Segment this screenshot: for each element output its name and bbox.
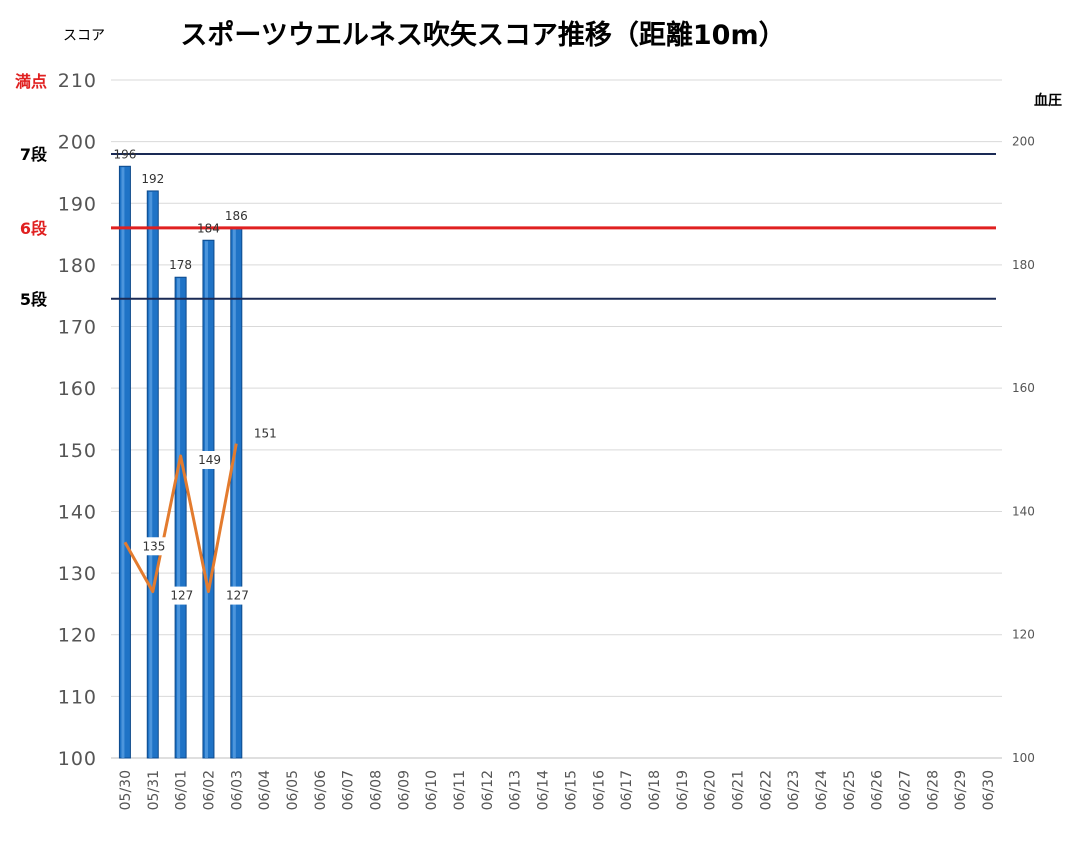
y-tick-label: 150	[58, 440, 97, 462]
x-tick-label: 06/07	[341, 770, 357, 810]
bar-highlight	[177, 278, 181, 758]
x-tick-label: 06/27	[898, 770, 914, 810]
reference-label: 5段	[20, 290, 48, 309]
data-labels: 196 192 178 184 186 満点 7段 6段 5段 135 127 149 127 151	[15, 72, 283, 605]
y2-tick-label: 140	[1012, 504, 1035, 518]
x-tick-label: 06/20	[703, 770, 719, 810]
x-tick-label: 06/03	[229, 770, 245, 810]
bar	[202, 239, 215, 759]
bar-data-label: 196	[113, 147, 136, 161]
bar-data-label: 184	[197, 221, 220, 235]
y-tick-label: 190	[58, 193, 97, 215]
line-label-bg	[248, 424, 283, 443]
y-tick-label: 170	[58, 317, 97, 339]
x-tick-label: 06/18	[647, 770, 663, 810]
bar-data-label: 192	[141, 172, 164, 186]
line-series-path	[123, 443, 238, 594]
y2-tick-label: 180	[1012, 258, 1035, 272]
x-tick-label: 06/02	[201, 770, 217, 810]
y2-tick-label: 160	[1012, 381, 1035, 395]
bar-highlight	[149, 191, 153, 759]
x-tick-label: 06/14	[536, 770, 552, 810]
y-tick-label: 100	[58, 748, 97, 770]
x-tick-label: 06/11	[452, 770, 468, 810]
y2-tick-label: 120	[1012, 628, 1035, 642]
grid-lines	[111, 79, 1002, 759]
x-tick-label: 06/15	[563, 770, 579, 810]
x-tick-label: 05/30	[118, 770, 134, 810]
bar-series	[118, 165, 243, 759]
y-tick-label: 210	[58, 70, 97, 92]
x-tick-label: 06/05	[285, 770, 301, 810]
x-tick-label: 06/01	[174, 770, 190, 810]
chart-title: スポーツウエルネス吹矢スコア推移（距離10m）	[180, 19, 785, 51]
bar-highlight	[121, 167, 125, 759]
x-tick-label: 06/26	[870, 770, 886, 810]
x-tick-label: 06/24	[814, 770, 830, 810]
line-label-bg	[164, 586, 199, 605]
x-tick-label: 06/30	[981, 770, 997, 810]
x-tick-label: 06/08	[369, 770, 385, 810]
y2-tick-label: 100	[1012, 751, 1035, 765]
y-tick-label: 110	[58, 686, 97, 708]
line-data-label: 151	[254, 427, 277, 441]
x-tick-label: 06/29	[953, 770, 969, 810]
reference-label: 6段	[20, 219, 48, 238]
bar	[146, 190, 159, 759]
bar-highlight	[204, 241, 208, 759]
y-tick-label: 130	[58, 563, 97, 585]
y-tick-label: 140	[58, 501, 97, 523]
bar-highlight	[232, 228, 236, 759]
bar-data-label: 178	[169, 258, 192, 272]
bar	[174, 276, 187, 759]
line-data-label: 135	[142, 539, 165, 553]
bar-data-label: 186	[225, 209, 248, 223]
line-data-label: 149	[198, 453, 221, 467]
x-tick-label: 06/12	[480, 770, 496, 810]
y-tick-label: 160	[58, 378, 97, 400]
x-tick-label: 06/04	[257, 770, 273, 810]
x-tick-label: 06/10	[424, 770, 440, 810]
line-label-bg	[192, 450, 227, 469]
line-data-label: 127	[226, 589, 249, 603]
x-tick-label: 06/21	[730, 770, 746, 810]
x-tick-label: 05/31	[146, 770, 162, 810]
x-tick-label: 06/23	[786, 770, 802, 810]
line-label-bg	[220, 586, 255, 605]
x-tick-label: 06/16	[591, 770, 607, 810]
y-tick-label: 200	[58, 132, 97, 154]
x-tick-label: 06/19	[675, 770, 691, 810]
x-tick-label: 06/09	[396, 770, 412, 810]
x-tick-label: 06/25	[842, 770, 858, 810]
bar	[118, 165, 131, 759]
reference-label: 満点	[15, 72, 47, 91]
x-tick-label: 06/06	[313, 770, 329, 810]
y-tick-label: 180	[58, 255, 97, 277]
bar	[230, 227, 243, 759]
x-tick-label: 06/28	[925, 770, 941, 810]
x-tick-label: 06/17	[619, 770, 635, 810]
reference-label: 7段	[20, 145, 48, 164]
y-axis-label: スコア	[63, 28, 105, 44]
y-tick-label: 120	[58, 625, 97, 647]
x-tick-label: 06/22	[758, 770, 774, 810]
y2-axis-label: 血圧	[1034, 92, 1062, 109]
line-label-bg	[136, 537, 171, 556]
x-tick-label: 06/13	[508, 770, 524, 810]
axis-ticks: 100 110 120 130 140 150 160 170 180 190 200 210 100 1…	[58, 70, 1035, 810]
line-data-label: 127	[170, 589, 193, 603]
line-series	[123, 443, 238, 594]
y2-tick-label: 200	[1012, 135, 1035, 149]
reference-lines	[111, 152, 996, 300]
